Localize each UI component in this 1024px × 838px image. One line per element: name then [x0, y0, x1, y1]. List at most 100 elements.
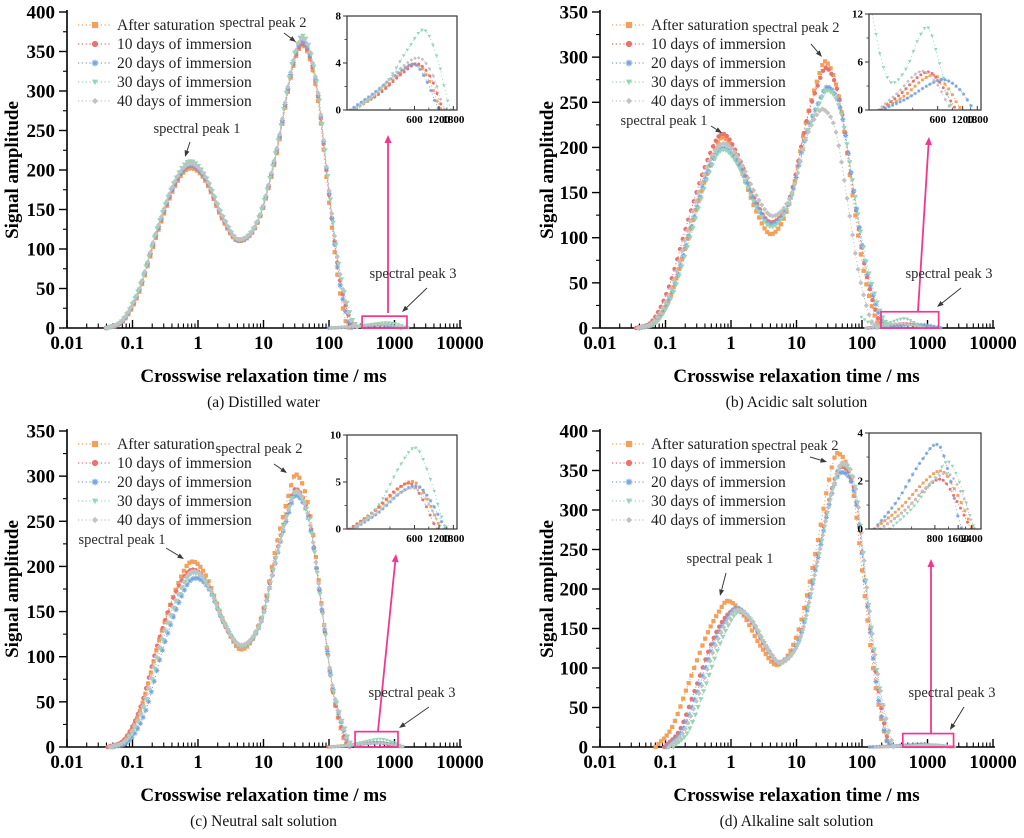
svg-text:150: 150 — [27, 602, 56, 623]
svg-text:10000: 10000 — [436, 752, 484, 773]
svg-text:20 days of immersion: 20 days of immersion — [117, 474, 252, 491]
svg-text:After saturation: After saturation — [651, 17, 749, 34]
chart-distilled-water: 0 50 100 150 200 250 300 350 400 0.01 0.1 1 10 100 100… — [27, 3, 484, 355]
chart-acidic-salt-solution: 0 50 100 150 200 250 300 350 0.01 0.1 1 10 100 1000 10… — [560, 3, 1017, 355]
svg-text:350: 350 — [27, 422, 56, 443]
svg-text:0: 0 — [336, 105, 342, 117]
svg-text:100: 100 — [560, 228, 589, 249]
svg-text:spectral peak 1: spectral peak 1 — [687, 551, 774, 567]
svg-text:200: 200 — [560, 580, 589, 601]
svg-text:300: 300 — [560, 501, 589, 522]
svg-text:600: 600 — [406, 533, 423, 545]
svg-text:1200: 1200 — [952, 114, 975, 126]
svg-text:100: 100 — [27, 240, 56, 261]
svg-text:0.01: 0.01 — [50, 333, 83, 354]
svg-text:600: 600 — [406, 114, 423, 126]
svg-text:20 days of immersion: 20 days of immersion — [651, 55, 786, 72]
panel-caption: (d) Alkaline salt solution — [719, 813, 874, 830]
panel-caption: (b) Acidic salt solution — [725, 394, 868, 411]
svg-text:1000: 1000 — [909, 333, 947, 354]
svg-text:300: 300 — [560, 48, 589, 69]
svg-text:300: 300 — [27, 467, 56, 488]
x-axis-title: Crosswise relaxation time / ms — [140, 785, 387, 806]
svg-text:After saturation: After saturation — [117, 17, 215, 34]
svg-text:1: 1 — [193, 752, 203, 773]
svg-text:spectral peak 1: spectral peak 1 — [621, 113, 708, 129]
svg-text:40 days of immersion: 40 days of immersion — [651, 512, 786, 529]
svg-text:20 days of immersion: 20 days of immersion — [651, 474, 786, 491]
y-axis-title: Signal amplitude — [2, 520, 23, 658]
svg-text:200: 200 — [27, 161, 56, 182]
panel-alkaline-salt-solution: 0 50 100 150 200 250 300 350 400 0.01 0.1 1 10 100 100… — [512, 419, 1024, 838]
svg-text:200: 200 — [560, 138, 589, 159]
panel-caption: (c) Neutral salt solution — [190, 813, 337, 830]
svg-text:40 days of immersion: 40 days of immersion — [651, 93, 786, 110]
svg-text:spectral peak 2: spectral peak 2 — [220, 15, 307, 31]
svg-text:1: 1 — [726, 752, 736, 773]
svg-text:10000: 10000 — [969, 333, 1017, 354]
svg-text:1200: 1200 — [428, 114, 451, 126]
y-axis-title: Signal amplitude — [537, 520, 558, 658]
svg-text:200: 200 — [27, 557, 56, 578]
svg-text:5: 5 — [336, 477, 342, 489]
svg-text:6: 6 — [858, 57, 864, 69]
svg-text:400: 400 — [560, 422, 589, 443]
svg-text:2: 2 — [858, 476, 864, 488]
svg-text:30 days of immersion: 30 days of immersion — [117, 493, 252, 510]
svg-text:50: 50 — [36, 692, 55, 713]
svg-text:0.1: 0.1 — [654, 752, 678, 773]
svg-text:0: 0 — [579, 319, 589, 340]
svg-text:After saturation: After saturation — [651, 436, 749, 453]
svg-text:0: 0 — [579, 738, 589, 759]
svg-text:250: 250 — [560, 93, 589, 114]
svg-text:100: 100 — [848, 752, 877, 773]
svg-text:spectral peak 1: spectral peak 1 — [154, 121, 241, 137]
svg-text:spectral peak 2: spectral peak 2 — [752, 438, 839, 454]
svg-text:1000: 1000 — [376, 752, 414, 773]
svg-text:100: 100 — [848, 333, 877, 354]
svg-text:10: 10 — [787, 333, 806, 354]
svg-text:350: 350 — [560, 461, 589, 482]
svg-text:350: 350 — [27, 42, 56, 63]
svg-text:1800: 1800 — [442, 533, 465, 545]
svg-text:0.01: 0.01 — [583, 333, 616, 354]
svg-text:1000: 1000 — [376, 333, 414, 354]
y-axis-title: Signal amplitude — [2, 101, 23, 239]
panel-neutral-salt-solution: 0 50 100 150 200 250 300 350 0.01 0.1 1 10 100 1000 10… — [0, 419, 512, 838]
x-axis-title: Crosswise relaxation time / ms — [140, 366, 387, 387]
y-axis-title: Signal amplitude — [537, 101, 558, 239]
svg-text:After saturation: After saturation — [117, 436, 215, 453]
svg-text:10 days of immersion: 10 days of immersion — [651, 455, 786, 472]
svg-text:0.1: 0.1 — [654, 333, 678, 354]
svg-text:1200: 1200 — [428, 533, 451, 545]
svg-text:spectral peak 3: spectral peak 3 — [370, 266, 457, 282]
svg-text:150: 150 — [560, 619, 589, 640]
panel-caption: (a) Distilled water — [207, 394, 320, 411]
svg-text:50: 50 — [36, 279, 55, 300]
svg-text:4: 4 — [858, 428, 864, 440]
svg-text:0: 0 — [858, 524, 864, 536]
svg-text:100: 100 — [560, 659, 589, 680]
svg-text:50: 50 — [569, 273, 588, 294]
svg-text:10 days of immersion: 10 days of immersion — [117, 36, 252, 53]
svg-text:1000: 1000 — [909, 752, 947, 773]
svg-text:1800: 1800 — [442, 114, 465, 126]
svg-text:10 days of immersion: 10 days of immersion — [651, 36, 786, 53]
svg-text:0: 0 — [46, 738, 56, 759]
svg-text:10 days of immersion: 10 days of immersion — [117, 455, 252, 472]
svg-text:spectral peak 1: spectral peak 1 — [79, 532, 166, 548]
x-axis-title: Crosswise relaxation time / ms — [673, 366, 920, 387]
svg-text:10: 10 — [787, 752, 806, 773]
svg-text:10000: 10000 — [436, 333, 484, 354]
svg-text:0.01: 0.01 — [583, 752, 616, 773]
svg-text:40 days of immersion: 40 days of immersion — [117, 512, 252, 529]
svg-text:10: 10 — [330, 430, 342, 442]
svg-text:0.1: 0.1 — [121, 333, 145, 354]
x-axis-title: Crosswise relaxation time / ms — [673, 785, 920, 806]
svg-text:300: 300 — [27, 82, 56, 103]
svg-text:350: 350 — [560, 3, 589, 24]
svg-text:100: 100 — [315, 333, 344, 354]
svg-text:2400: 2400 — [961, 533, 984, 545]
svg-text:100: 100 — [315, 752, 344, 773]
